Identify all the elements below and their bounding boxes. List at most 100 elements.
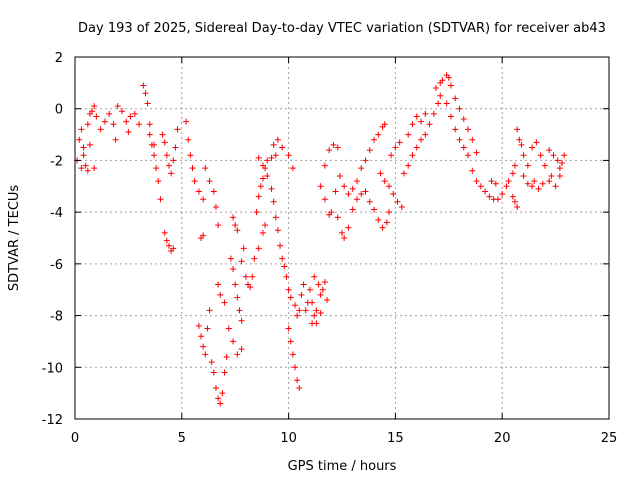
data-point (268, 154, 275, 161)
data-point (259, 229, 266, 236)
data-point (80, 152, 87, 159)
data-point (405, 162, 412, 169)
data-point (306, 286, 313, 293)
data-point (270, 198, 277, 205)
data-point (127, 113, 134, 120)
data-point (234, 351, 241, 358)
data-point (223, 353, 230, 360)
data-point (443, 100, 450, 107)
data-point (317, 291, 324, 298)
data-point (345, 224, 352, 231)
data-point (381, 178, 388, 185)
data-point (437, 92, 444, 99)
y-tick-label: 2 (55, 51, 63, 66)
data-point (232, 281, 239, 288)
y-tick-label: -8 (50, 310, 63, 325)
data-point (445, 74, 452, 81)
data-point (541, 162, 548, 169)
data-point (200, 232, 207, 239)
data-point (230, 214, 237, 221)
data-point (362, 157, 369, 164)
data-point (255, 154, 262, 161)
data-point (546, 178, 553, 185)
data-point (465, 126, 472, 133)
data-point (492, 180, 499, 187)
data-point (559, 160, 566, 167)
data-point (328, 209, 335, 216)
data-point (334, 214, 341, 221)
data-point (294, 377, 301, 384)
data-point (183, 118, 190, 125)
data-point (168, 170, 175, 177)
data-point (227, 255, 234, 262)
data-point (91, 165, 98, 172)
chart-title: Day 193 of 2025, Sidereal Day-to-day VTE… (78, 21, 606, 36)
data-point (272, 214, 279, 221)
data-point (189, 165, 196, 172)
data-point (319, 286, 326, 293)
data-point (110, 121, 117, 128)
y-tick-label: -10 (42, 361, 63, 376)
data-point (422, 110, 429, 117)
data-point (550, 152, 557, 159)
gridlines (75, 57, 609, 419)
data-point (409, 121, 416, 128)
data-point (264, 172, 271, 179)
data-point (232, 222, 239, 229)
data-point (287, 294, 294, 301)
data-point (302, 307, 309, 314)
data-point (499, 191, 506, 198)
data-point (486, 193, 493, 200)
data-point (195, 322, 202, 329)
data-point (358, 191, 365, 198)
data-point (84, 167, 91, 174)
data-point (339, 229, 345, 236)
y-tick-label: -2 (50, 154, 63, 169)
data-point (400, 170, 407, 177)
data-point (240, 245, 247, 252)
data-point (165, 162, 172, 169)
x-tick-label: 20 (494, 431, 511, 446)
data-point (161, 139, 168, 146)
data-point (259, 175, 266, 182)
y-tick-label: -6 (50, 258, 63, 273)
data-point (285, 325, 292, 332)
data-point (84, 121, 91, 128)
data-point (353, 178, 360, 185)
data-point (155, 178, 162, 185)
data-point (309, 299, 316, 306)
data-point (242, 273, 249, 280)
data-point (238, 317, 245, 324)
data-point (330, 141, 337, 148)
data-point (185, 136, 192, 143)
data-point (321, 278, 328, 285)
data-point (315, 281, 322, 288)
data-point (509, 193, 516, 200)
data-point (520, 152, 527, 159)
data-point (313, 307, 320, 314)
data-point (321, 196, 328, 203)
data-point (198, 333, 205, 340)
data-point (473, 149, 480, 156)
data-point (279, 255, 286, 262)
data-point (294, 312, 301, 319)
data-point (371, 206, 378, 213)
data-point (375, 216, 382, 223)
data-point (217, 291, 224, 298)
data-point (430, 110, 437, 117)
data-point (202, 351, 209, 358)
data-point (292, 364, 299, 371)
y-tick-label: -12 (42, 413, 63, 428)
y-tick-label: 0 (55, 103, 63, 118)
data-point (392, 144, 399, 151)
data-point (366, 147, 373, 154)
data-point (195, 188, 202, 195)
data-point (153, 165, 160, 172)
data-point (405, 131, 412, 138)
data-point (268, 185, 275, 192)
data-point (409, 152, 416, 159)
data-point (469, 167, 476, 174)
data-point (281, 263, 288, 270)
